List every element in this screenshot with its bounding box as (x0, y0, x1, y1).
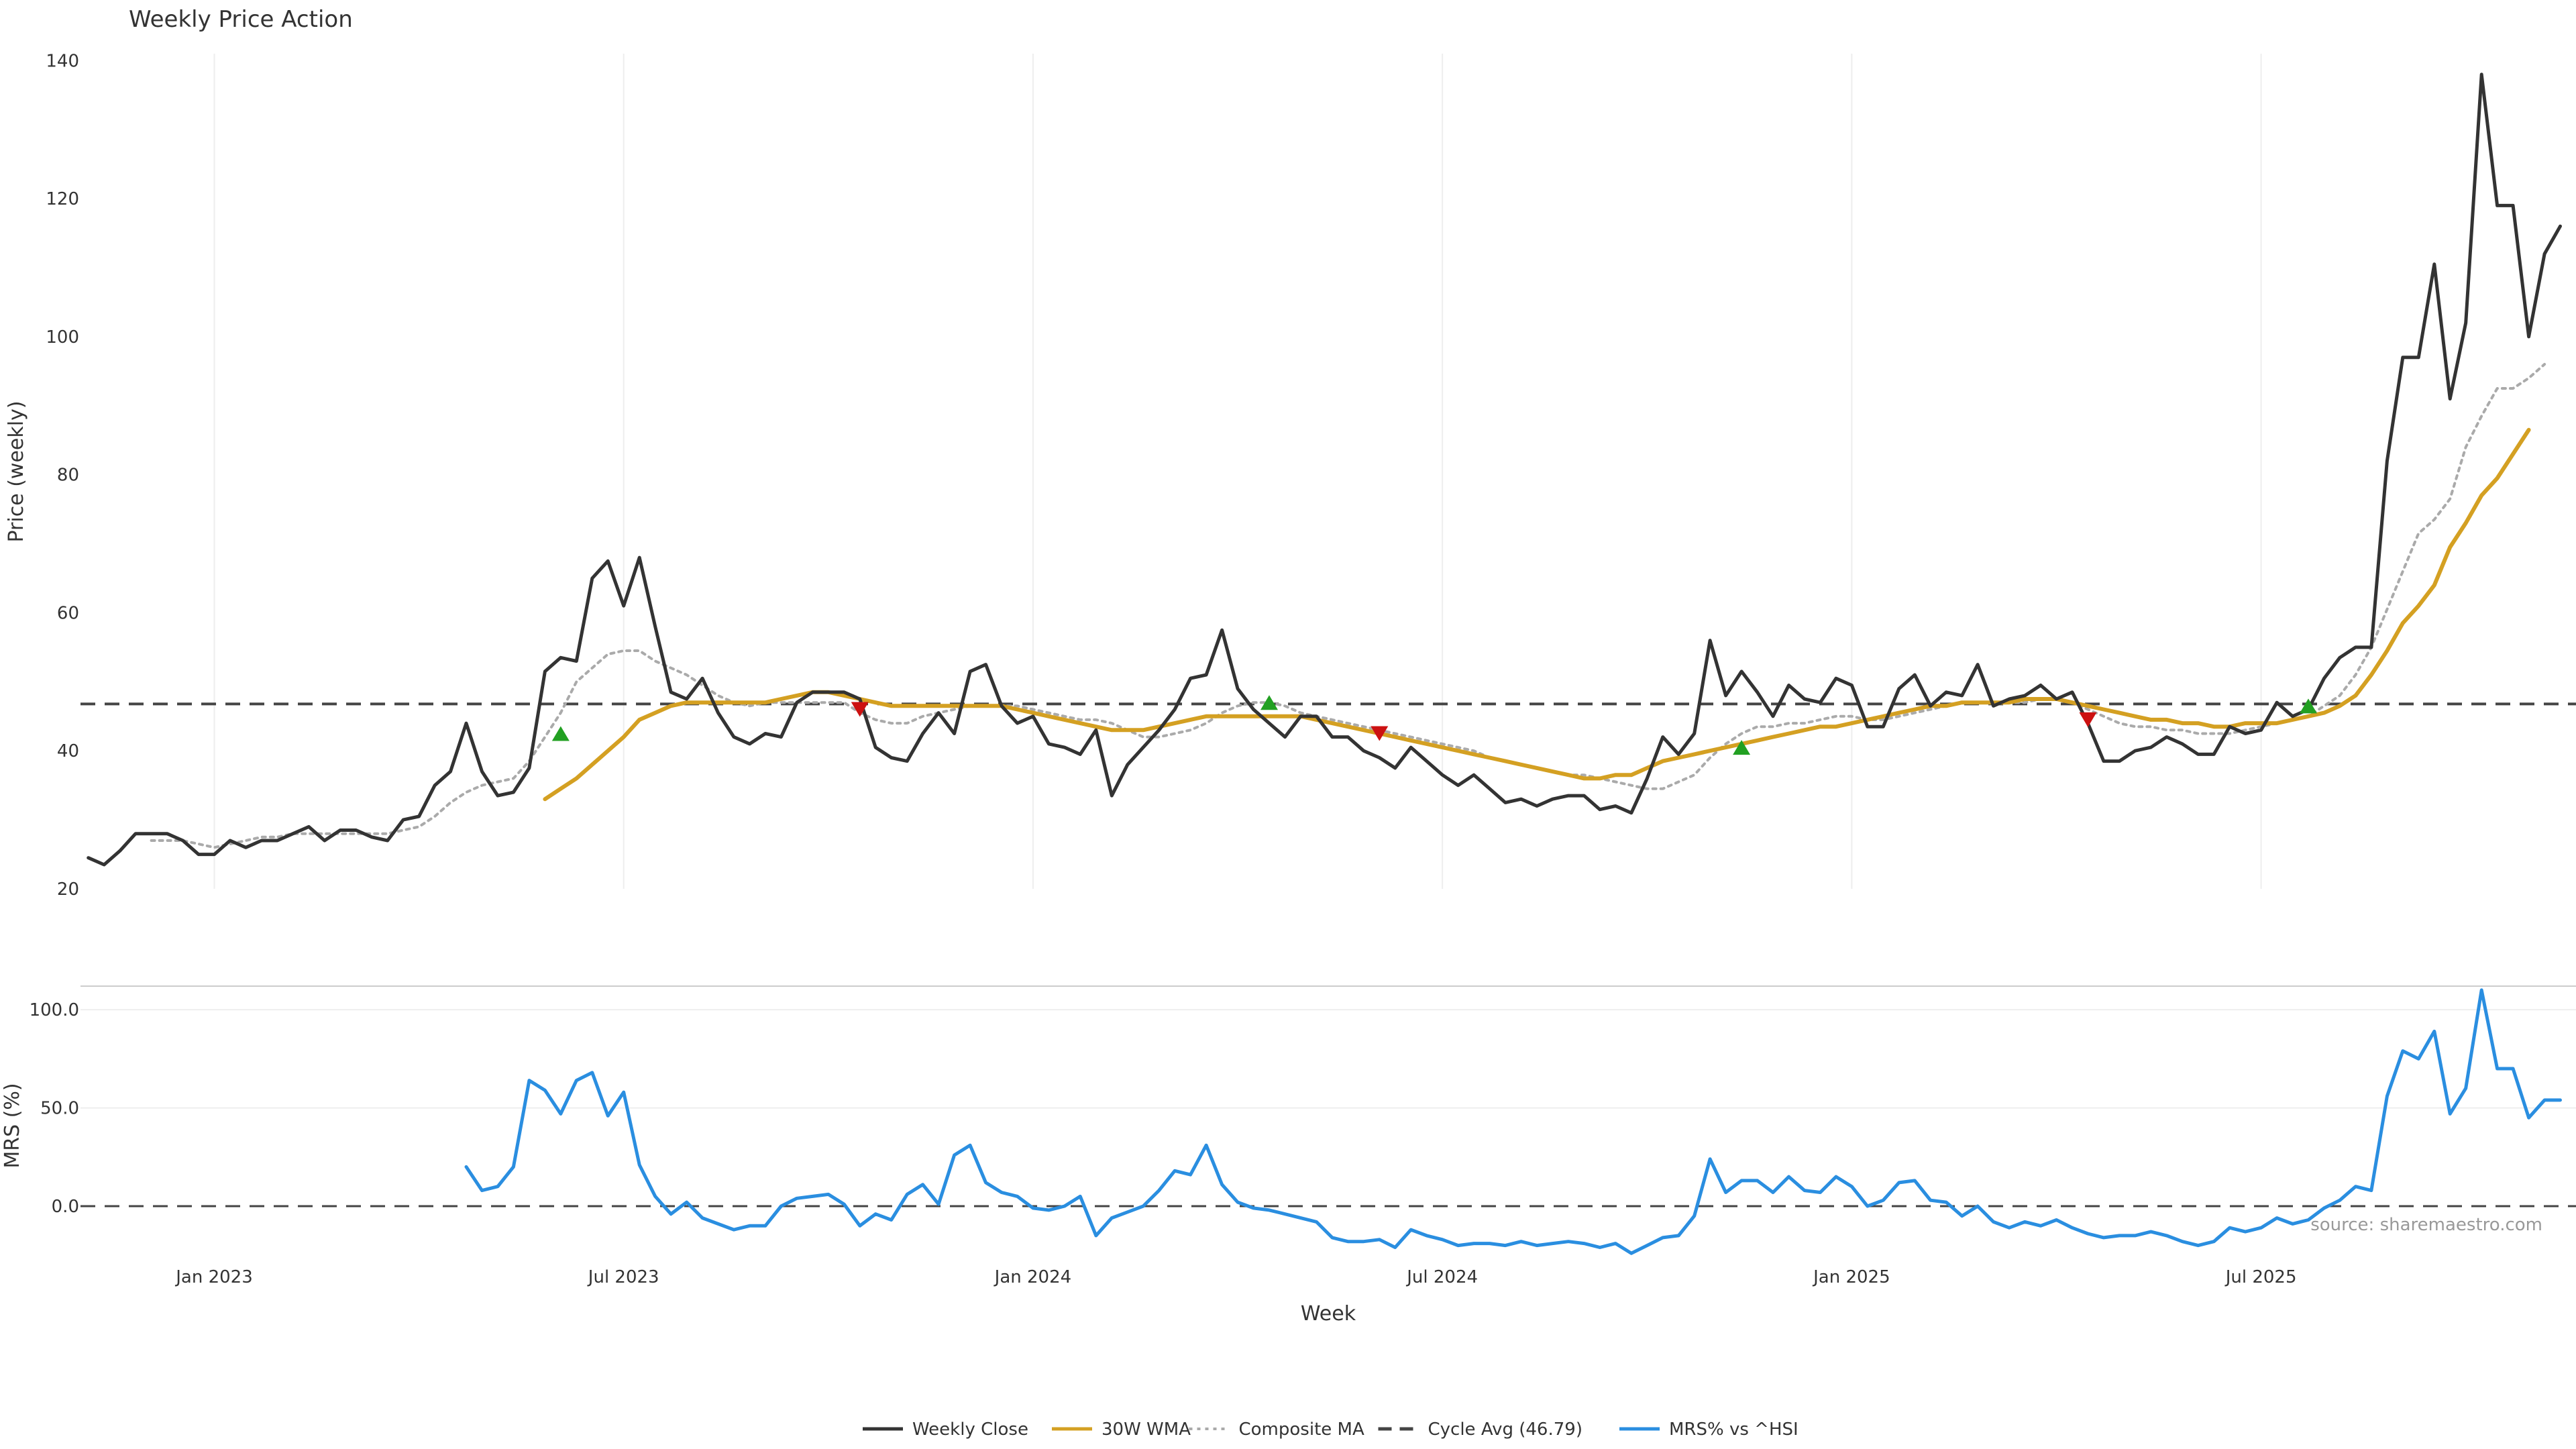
sell-signal-marker (2079, 712, 2097, 727)
legend-label-mrs: MRS% vs ^HSI (1669, 1419, 1799, 1440)
price-y-tick-label: 60 (57, 603, 79, 623)
sell-signal-marker (851, 702, 869, 717)
legend-label-wma: 30W WMA (1102, 1419, 1191, 1440)
x-tick-label: Jan 2025 (1812, 1267, 1890, 1287)
price-y-tick-label: 120 (46, 189, 79, 209)
sell-signal-marker (1371, 726, 1389, 741)
chart-title: Weekly Price Action (129, 6, 353, 33)
legend-label-composite: Composite MA (1239, 1419, 1364, 1440)
price-y-tick-label: 20 (57, 879, 79, 900)
legend: Weekly Close 30W WMA Composite MA Cycle Avg… (863, 1419, 1799, 1440)
legend-label-cycle: Cycle Avg (46.79) (1428, 1419, 1582, 1440)
buy-signal-marker (1733, 740, 1751, 755)
series-mrs-line (464, 988, 2562, 1255)
mrs-y-ticks: 0.0 50.0 100.0 (30, 1000, 79, 1217)
buy-signal-marker (551, 726, 570, 741)
price-y-ticks: 20 40 60 80 100 120 140 (46, 51, 79, 900)
series-composite-line (150, 363, 2546, 849)
price-y-axis-label: Price (weekly) (5, 400, 28, 542)
x-tick-label: Jan 2024 (994, 1267, 1072, 1287)
mrs-y-axis-label: MRS (%) (1, 1083, 24, 1168)
x-tick-label: Jul 2025 (2224, 1267, 2297, 1287)
price-y-tick-label: 80 (57, 466, 79, 486)
mrs-y-tick-label: 50.0 (40, 1099, 79, 1119)
x-ticks: Jan 2023 Jul 2023 Jan 2024 Jul 2024 Jan 2025… (174, 1267, 2296, 1287)
x-tick-label: Jan 2023 (174, 1267, 253, 1287)
mrs-y-tick-label: 0.0 (52, 1197, 79, 1217)
mrs-y-tick-label: 100.0 (30, 1000, 79, 1020)
source-note: source: sharemaestro.com (2310, 1215, 2542, 1235)
x-tick-label: Jul 2024 (1405, 1267, 1478, 1287)
series (80, 72, 2576, 1255)
price-y-tick-label: 40 (57, 741, 79, 761)
buy-signal-marker (2300, 698, 2318, 714)
price-y-tick-label: 140 (46, 51, 79, 71)
series-wma-line (543, 427, 2531, 802)
x-axis-label: Week (1301, 1302, 1356, 1326)
grid (80, 54, 2576, 1109)
x-tick-label: Jul 2023 (587, 1267, 659, 1287)
series-close-line (87, 72, 2562, 867)
buy-signal-marker (1260, 695, 1278, 710)
legend-label-close: Weekly Close (912, 1419, 1028, 1440)
price-y-tick-label: 100 (46, 327, 79, 347)
signals (551, 695, 2318, 755)
